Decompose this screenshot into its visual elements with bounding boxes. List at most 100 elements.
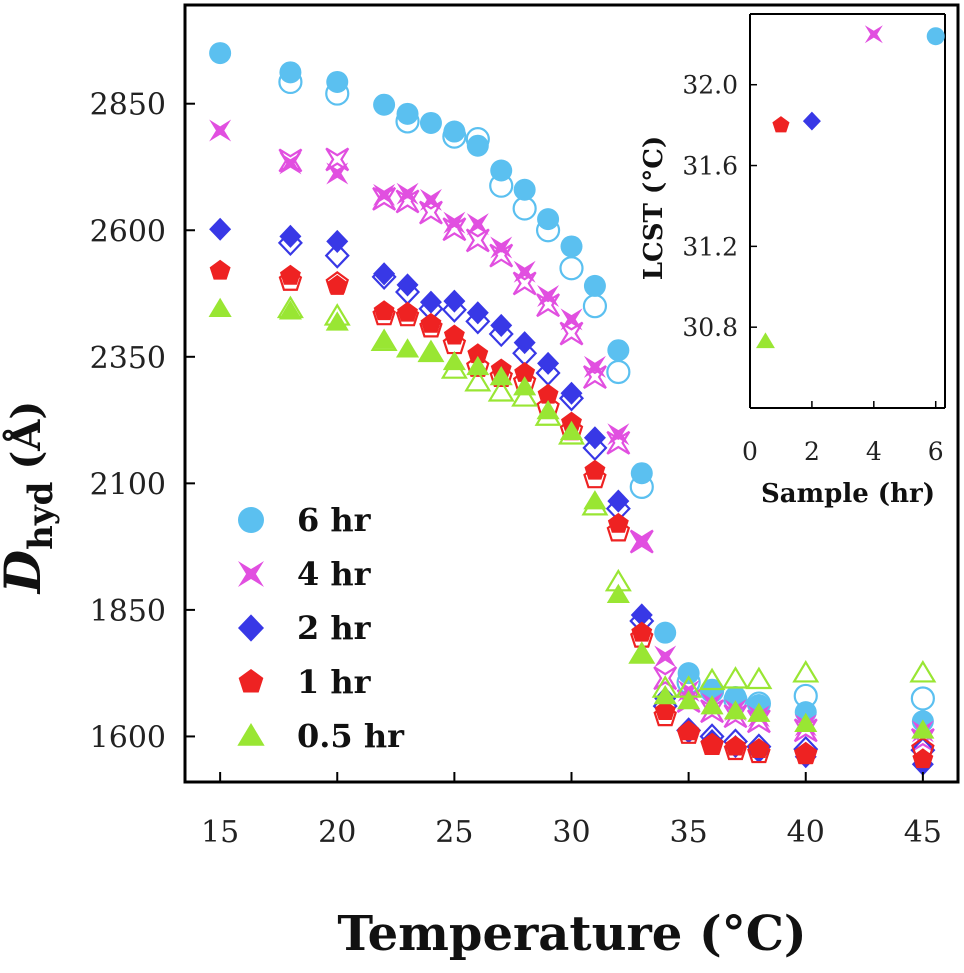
open-point-0-5-hr [745,666,773,690]
data-point-1-hr [326,274,348,295]
data-point-2-hr [607,489,630,513]
data-point-4-hr [443,211,466,234]
data-point-1-hr [443,324,465,345]
y-axis-label-unit: (Å) [3,401,50,470]
open-point-0-5-hr [721,666,749,689]
data-point-1-hr [795,744,817,765]
y-tick-label-2850: 2850 [90,88,166,123]
open-point-4-hr [465,228,490,253]
data-point-6-hr [537,208,560,231]
open-point-4-hr [325,147,350,172]
open-point-2-hr [488,320,514,348]
data-point-6-hr [443,120,466,143]
x-tick-label-40: 40 [787,815,825,850]
data-point-4-hr [419,188,442,211]
data-point-2-hr [513,331,536,355]
data-point-2-hr [443,289,466,313]
data-point-6-hr [583,274,606,297]
data-point-1-hr [373,300,395,321]
data-point-1-hr [420,312,442,333]
data-point-0-5-hr [606,583,630,603]
inset-markers [756,25,945,349]
data-point-1-hr [584,459,606,480]
open-point-4-hr [559,321,584,346]
inset-y-axis-label: LCST (°C) [639,136,669,280]
data-point-0-5-hr [442,350,466,371]
open-point-1-hr [466,354,490,377]
open-point-6-hr [606,359,631,385]
data-point-6-hr [513,178,536,201]
legend-label-6-hr: 6 hr [297,501,372,539]
data-point-1-hr [467,343,489,364]
open-point-0-5-hr [698,667,726,691]
data-point-0-5-hr [325,311,349,331]
x-tick-label-35: 35 [670,815,708,850]
data-point-1-hr [537,383,559,404]
inset-point-0-5-hr [756,332,775,349]
data-point-1-hr [209,259,231,280]
x-axis-label-title: Temperature [337,906,682,962]
inset-x-tick-label-2: 2 [804,437,820,466]
legend-label-0-5-hr: 0.5 hr [297,717,405,755]
data-point-1-hr [701,733,723,753]
y-tick-label-2350: 2350 [90,341,166,376]
inset-y-tick-label-3: 32.0 [682,71,738,100]
data-point-2-hr [326,229,349,253]
data-point-2-hr [583,426,606,450]
data-point-1-hr [631,621,653,642]
data-point-0-5-hr [372,329,396,349]
x-tick-label-20: 20 [318,815,356,850]
data-point-0-5-hr [911,719,935,739]
legend-label-4-hr: 4 hr [297,555,372,593]
data-point-6-hr [209,42,232,65]
svg-text:Dhyd(Å): Dhyd (Å) [0,401,61,596]
inset-x-tick-label-4: 4 [866,437,882,466]
y-tick-label-2600: 2600 [90,214,166,249]
inset-point-4-hr [864,25,883,44]
data-point-4-hr [607,423,630,446]
data-point-1-hr [678,720,700,741]
data-point-1-hr [397,301,418,322]
open-point-0-5-hr [792,660,820,683]
open-point-0-5-hr [464,368,492,392]
inset-x-tick-label-6: 6 [928,437,944,466]
data-point-6-hr [373,93,396,116]
y-axis-label-subscript: hyd [21,482,61,550]
data-point-6-hr [326,70,349,93]
data-point-1-hr [279,264,301,285]
open-point-6-hr [512,196,537,221]
inset-background [735,10,950,400]
y-tick-label-1850: 1850 [90,594,166,629]
data-point-4-hr [560,308,583,331]
data-point-6-hr [419,111,442,134]
inset-y-tick-label-0: 30.8 [682,313,738,342]
open-point-6-hr [910,686,935,711]
data-point-2-hr [396,273,419,297]
data-point-2-hr [560,381,583,405]
x-tick-label-25: 25 [435,815,473,850]
data-point-4-hr [326,162,349,185]
open-point-2-hr [465,308,491,335]
data-point-0-5-hr [536,399,560,420]
data-point-0-5-hr [466,355,490,376]
inset-x-tick-label-0: 0 [742,437,758,466]
y-tick-label-2100: 2100 [90,467,166,502]
data-point-0-5-hr [278,300,302,320]
main-markers [208,42,937,776]
data-point-4-hr [490,236,513,259]
y-axis-label: Dhyd (Å) [0,401,61,596]
open-point-4-hr [653,666,678,691]
inset-point-1-hr [772,116,790,133]
data-point-0-5-hr [794,712,818,733]
data-point-0-5-hr [489,366,513,386]
data-point-6-hr [466,134,489,157]
data-point-0-5-hr [559,420,584,440]
data-point-2-hr [466,301,489,325]
inset-x-axis-label: Sample (hr) [761,479,935,509]
series-6-hr [209,42,935,733]
data-point-1-hr [912,748,934,769]
legend-marker-4-hr [238,561,264,587]
data-point-0-5-hr [677,690,701,710]
inset-plot: 0 2 4 6 30.8 31.2 31.6 32.0 LCST (°C) Sample (h… [639,10,950,509]
